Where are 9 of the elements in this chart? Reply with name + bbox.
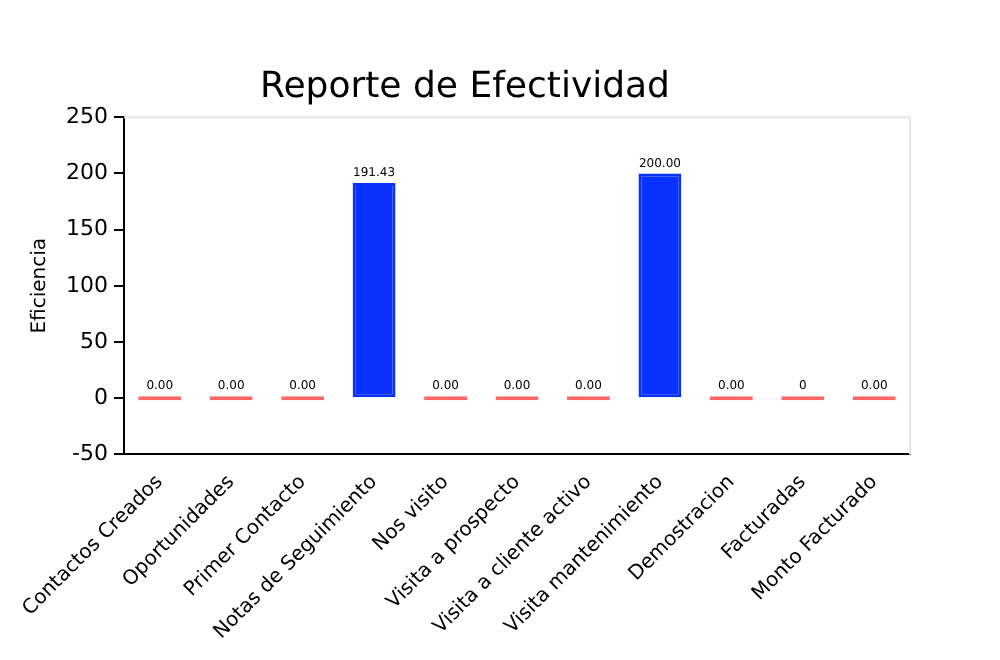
y-tick-label: 150: [65, 215, 108, 242]
y-tick-label: 50: [79, 327, 108, 354]
y-tick-label: 0: [93, 383, 108, 410]
y-tick-label: 100: [65, 271, 108, 298]
y-axis-title: Eficiencia: [29, 238, 52, 334]
y-tick-label: 200: [65, 159, 108, 186]
y-tick-label: -50: [72, 440, 108, 467]
chart-title: Reporte de Efectividad: [260, 64, 670, 107]
y-tick-label: 250: [65, 102, 108, 129]
